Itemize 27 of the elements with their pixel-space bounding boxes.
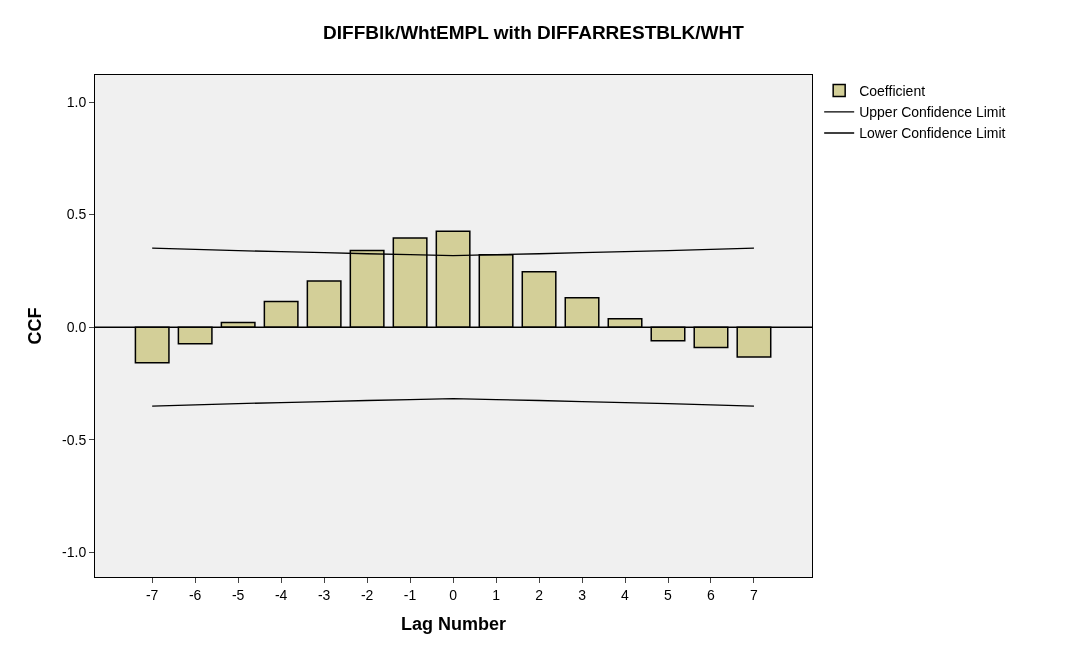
x-tick-label: 2 bbox=[535, 586, 544, 603]
legend-label: Upper Confidence Limit bbox=[859, 104, 1006, 121]
line-series bbox=[151, 398, 755, 407]
x-tick-label: -5 bbox=[231, 586, 245, 603]
y-tick-label: -0.5 bbox=[62, 431, 87, 448]
y-axis-title: CCF bbox=[25, 307, 46, 345]
chart-title: DIFFBlk/WhtEMPL with DIFFARRESTBLK/WHT bbox=[323, 22, 745, 44]
x-tick-label: 4 bbox=[621, 586, 630, 603]
x-tick-label: -3 bbox=[317, 586, 331, 603]
y-tick-label: 0.5 bbox=[66, 206, 87, 223]
x-tick-label: -4 bbox=[274, 586, 288, 603]
x-tick-label: 0 bbox=[449, 586, 458, 603]
x-tick-label: 7 bbox=[750, 586, 759, 603]
x-tick-label: -2 bbox=[360, 586, 374, 603]
x-axis-title: Lag Number bbox=[400, 613, 507, 634]
x-tick-label: 5 bbox=[664, 586, 673, 603]
legend-label: Coefficient bbox=[859, 83, 926, 100]
y-tick-label: 0.0 bbox=[66, 319, 87, 336]
legend-label: Lower Confidence Limit bbox=[859, 125, 1006, 142]
y-tick-label: -1.0 bbox=[62, 544, 87, 561]
y-tick-label: 1.0 bbox=[66, 93, 87, 110]
x-tick-label: -6 bbox=[188, 586, 202, 603]
x-tick-label: -7 bbox=[145, 586, 159, 603]
x-tick-label: 1 bbox=[492, 586, 501, 603]
x-tick-label: 3 bbox=[578, 586, 587, 603]
x-tick-label: -1 bbox=[403, 586, 417, 603]
x-tick-label: 6 bbox=[707, 586, 716, 603]
